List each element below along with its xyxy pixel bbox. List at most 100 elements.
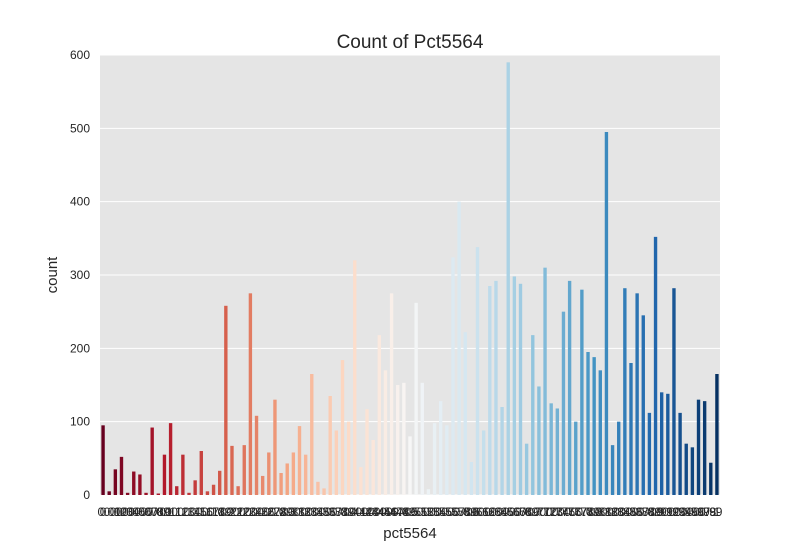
x-tick-label: 0.13 [171, 505, 195, 519]
bar [549, 403, 553, 495]
bar [273, 399, 277, 495]
x-tick-label: 0.62 [472, 505, 496, 519]
bar [635, 293, 639, 495]
bar [469, 462, 474, 495]
bar [297, 426, 302, 495]
bar [439, 401, 443, 495]
bar [156, 493, 161, 495]
x-tick-label: 0.41 [343, 505, 367, 519]
x-tick-label: 0.95 [675, 505, 699, 519]
bar [218, 470, 222, 495]
x-tick-label: 0.35 [306, 505, 330, 519]
bar [488, 286, 492, 495]
x-tick-label: 0.69 [515, 505, 539, 519]
x-tick-label: 0.17 [196, 505, 220, 519]
x-tick-label: 0.88 [632, 505, 656, 519]
bar [684, 443, 688, 495]
x-tick-label: 0.59 [454, 505, 478, 519]
bar [678, 412, 682, 495]
bar [383, 370, 388, 495]
x-tick-label: 0.85 [613, 505, 637, 519]
bar [586, 352, 590, 495]
x-tick-label: 0.77 [564, 505, 588, 519]
bar [592, 357, 596, 495]
bar [580, 289, 584, 495]
bar [291, 452, 296, 495]
x-tick-label: 1 [714, 505, 721, 519]
bar [672, 288, 676, 495]
bar [322, 488, 326, 495]
x-tick-label: 0.87 [625, 505, 649, 519]
x-tick-label: 0.29 [269, 505, 293, 519]
x-tick-label: 0.32 [288, 505, 312, 519]
bar [426, 489, 431, 495]
x-tick-label: 0.26 [251, 505, 275, 519]
bar [623, 288, 627, 495]
bar [340, 360, 345, 495]
bar [531, 335, 535, 495]
y-tick-label: 200 [70, 341, 90, 355]
bar [267, 452, 271, 495]
bar [144, 492, 148, 495]
bar [132, 471, 136, 495]
x-tick-label: 0.56 [435, 505, 459, 519]
bar [119, 456, 124, 495]
x-tick-label: 0.94 [668, 505, 692, 519]
bar [260, 475, 265, 495]
x-tick-label: 0.55 [429, 505, 453, 519]
x-tick-label: 0.74 [546, 505, 570, 519]
x-tick-label: 0.22 [226, 505, 250, 519]
x-tick-label: 0.05 [122, 505, 146, 519]
y-tick-labels: 0 100 200 300 400 500 600 [70, 48, 90, 502]
bar [408, 436, 412, 495]
x-tick-label: 0.66 [497, 505, 521, 519]
x-tick-label: 0.64 [484, 505, 508, 519]
x-tick-label: 0.46 [374, 505, 398, 519]
bar [162, 454, 167, 495]
x-tick-label: 0.52 [411, 505, 435, 519]
x-tick-label: 0.44 [361, 505, 385, 519]
x-tick-label: 0.21 [220, 505, 244, 519]
bar [359, 467, 363, 495]
bar [125, 492, 130, 495]
x-tick-label: 0.19 [208, 505, 232, 519]
x-tick-label: 0.53 [417, 505, 441, 519]
x-tick-label: 0.28 [263, 505, 287, 519]
y-tick-label: 500 [70, 121, 90, 135]
x-tick-label: 0.03 [110, 505, 134, 519]
x-tick-label: 0.73 [540, 505, 564, 519]
x-tick-label: 0.14 [177, 505, 201, 519]
bar [193, 480, 197, 495]
bar [617, 421, 621, 495]
bar [715, 374, 719, 495]
x-tick-label: 0.08 [140, 505, 164, 519]
x-tick-label: 0.72 [533, 505, 557, 519]
x-tick-label: 0.71 [527, 505, 551, 519]
x-tick-label: 0.86 [619, 505, 643, 519]
bar [187, 492, 191, 495]
bar [236, 486, 240, 495]
x-tick-label: 0.67 [503, 505, 527, 519]
bar [396, 385, 400, 495]
x-tick-label: 0.9 [647, 505, 664, 519]
x-tick-label: 0.49 [392, 505, 416, 519]
bar [285, 463, 289, 495]
x-tick-label: 0.23 [233, 505, 257, 519]
x-tick-label: 0.01 [98, 505, 122, 519]
y-tick-label: 0 [83, 488, 90, 502]
bar [346, 421, 351, 495]
x-tick-label: 0.83 [601, 505, 625, 519]
bar [574, 421, 578, 495]
y-tick-label: 400 [70, 195, 90, 209]
bar [101, 425, 105, 495]
x-tick-label: 0.99 [699, 505, 723, 519]
x-tick-label: 0.58 [447, 505, 471, 519]
x-tick-label: 0.33 [294, 505, 318, 519]
bar [224, 305, 228, 495]
bar [371, 440, 375, 495]
x-tick-label: 0.31 [282, 505, 306, 519]
bar [113, 469, 118, 495]
bar [181, 454, 185, 495]
y-axis-label: count [44, 256, 61, 294]
